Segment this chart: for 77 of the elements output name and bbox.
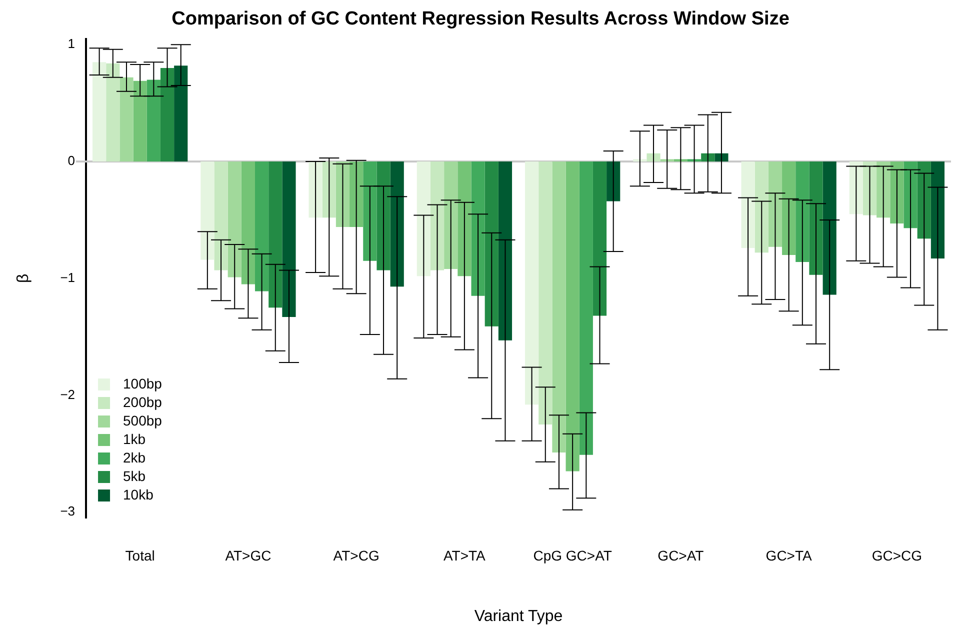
bar — [200, 162, 214, 260]
bar — [255, 162, 269, 292]
bar — [376, 162, 390, 270]
bar — [904, 162, 918, 228]
bar — [228, 162, 242, 278]
bar — [930, 162, 945, 259]
bar — [660, 159, 674, 162]
bar — [241, 162, 255, 284]
bar — [917, 162, 931, 239]
bar — [566, 162, 580, 472]
bar — [674, 159, 688, 162]
bar — [822, 162, 836, 295]
bar — [430, 162, 444, 270]
bar — [174, 66, 188, 162]
bar — [133, 80, 147, 162]
bar — [268, 162, 282, 308]
bar — [214, 162, 228, 270]
bar — [646, 153, 660, 162]
bar — [416, 162, 430, 276]
bar — [579, 162, 593, 455]
bar — [538, 162, 552, 424]
y-tick-label: −2 — [60, 386, 76, 402]
bar — [471, 162, 485, 296]
y-tick-label: −1 — [60, 270, 76, 285]
bar — [741, 162, 755, 248]
bar — [308, 162, 322, 218]
bar — [444, 162, 458, 270]
x-axis-title: Variant Type — [474, 608, 563, 625]
x-tick-label: Total — [125, 547, 155, 564]
bar — [809, 162, 823, 275]
bar — [633, 159, 647, 162]
bar — [552, 162, 566, 453]
bar — [458, 162, 472, 276]
x-tick-label: AT>CG — [333, 547, 380, 564]
legend-label: 1kb — [123, 430, 146, 447]
bar — [592, 162, 607, 316]
bar — [350, 162, 364, 227]
bar — [701, 153, 715, 162]
bar — [714, 153, 728, 162]
bar — [796, 162, 810, 262]
bar — [876, 162, 890, 218]
bar — [390, 162, 404, 287]
bar — [687, 159, 702, 162]
y-tick-label: −3 — [60, 504, 76, 519]
x-tick-label: GC>TA — [766, 547, 812, 564]
bar — [890, 162, 904, 224]
legend-label: 2kb — [123, 449, 146, 466]
bar — [768, 162, 782, 247]
x-tick-label: AT>TA — [444, 547, 486, 564]
bar — [363, 162, 377, 261]
bar — [782, 162, 796, 256]
bar — [606, 162, 620, 202]
chart-title: Comparison of GC Content Regression Results Across Window Size — [172, 8, 790, 30]
y-tick-label: 0 — [68, 153, 76, 168]
legend-label: 5kb — [123, 468, 146, 484]
bar — [484, 162, 498, 326]
bar — [120, 77, 134, 162]
bar — [92, 62, 106, 162]
y-axis-title: β — [15, 274, 32, 283]
y-tick-label: 1 — [68, 36, 76, 52]
bar — [160, 68, 174, 162]
bar — [849, 162, 863, 214]
x-tick-label: CpG GC>AT — [533, 547, 612, 564]
bar — [146, 80, 160, 162]
bar — [525, 162, 539, 405]
x-tick-label: AT>GC — [225, 547, 272, 564]
legend-label: 10kb — [123, 486, 154, 502]
bar — [106, 63, 120, 162]
legend-label: 100bp — [123, 375, 162, 392]
bar — [754, 162, 768, 253]
x-tick-label: GC>AT — [658, 547, 704, 564]
legend-label: 500bp — [123, 412, 162, 428]
bar — [498, 162, 512, 340]
legend-label: 200bp — [123, 394, 162, 410]
bar — [282, 162, 296, 317]
bar — [322, 162, 336, 218]
x-tick-label: GC>CG — [872, 547, 922, 564]
